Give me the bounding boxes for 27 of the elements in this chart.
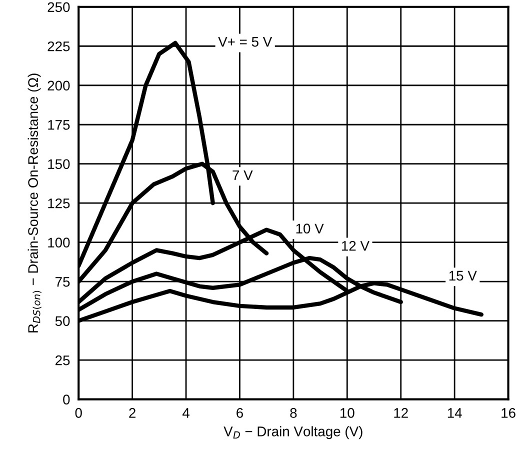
series-label: 12 V	[342, 240, 370, 251]
series-label: 15 V	[449, 270, 477, 281]
y-tick-label: 175	[48, 120, 70, 130]
x-tick-label: 14	[448, 408, 462, 418]
x-tick-label: 10	[340, 408, 354, 418]
y-tick-label: 25	[56, 355, 70, 366]
x-tick-label: 4	[182, 408, 190, 418]
x-tick-label: 0	[75, 408, 82, 418]
x-tick-label: 12	[394, 408, 408, 418]
x-tick-label: 2	[129, 408, 136, 418]
y-axis-title: R$_{DS(on)}$ − Drain-Source On-Resistance (Ω)	[28, 74, 42, 332]
series-label: 10 V	[296, 224, 324, 234]
x-axis-title: V$_{D}$ − Drain Voltage (V)	[224, 426, 362, 440]
x-tick-label: 8	[290, 408, 297, 418]
x-tick-label: 16	[502, 408, 516, 418]
y-tick-label: 150	[48, 159, 70, 170]
x-tick-label: 6	[236, 408, 243, 418]
y-tick-label: 100	[48, 238, 70, 248]
series-label: 7 V	[232, 170, 253, 180]
y-tick-label: 200	[48, 80, 70, 91]
y-tick-label: 225	[48, 41, 70, 52]
y-tick-label: 250	[48, 2, 70, 12]
text: V+ = 5 V	[218, 37, 272, 47]
y-tick-label: 50	[55, 316, 70, 326]
y-tick-label: 75	[56, 277, 70, 287]
y-tick-label: 0	[63, 394, 70, 404]
y-tick-label: 125	[48, 198, 70, 208]
